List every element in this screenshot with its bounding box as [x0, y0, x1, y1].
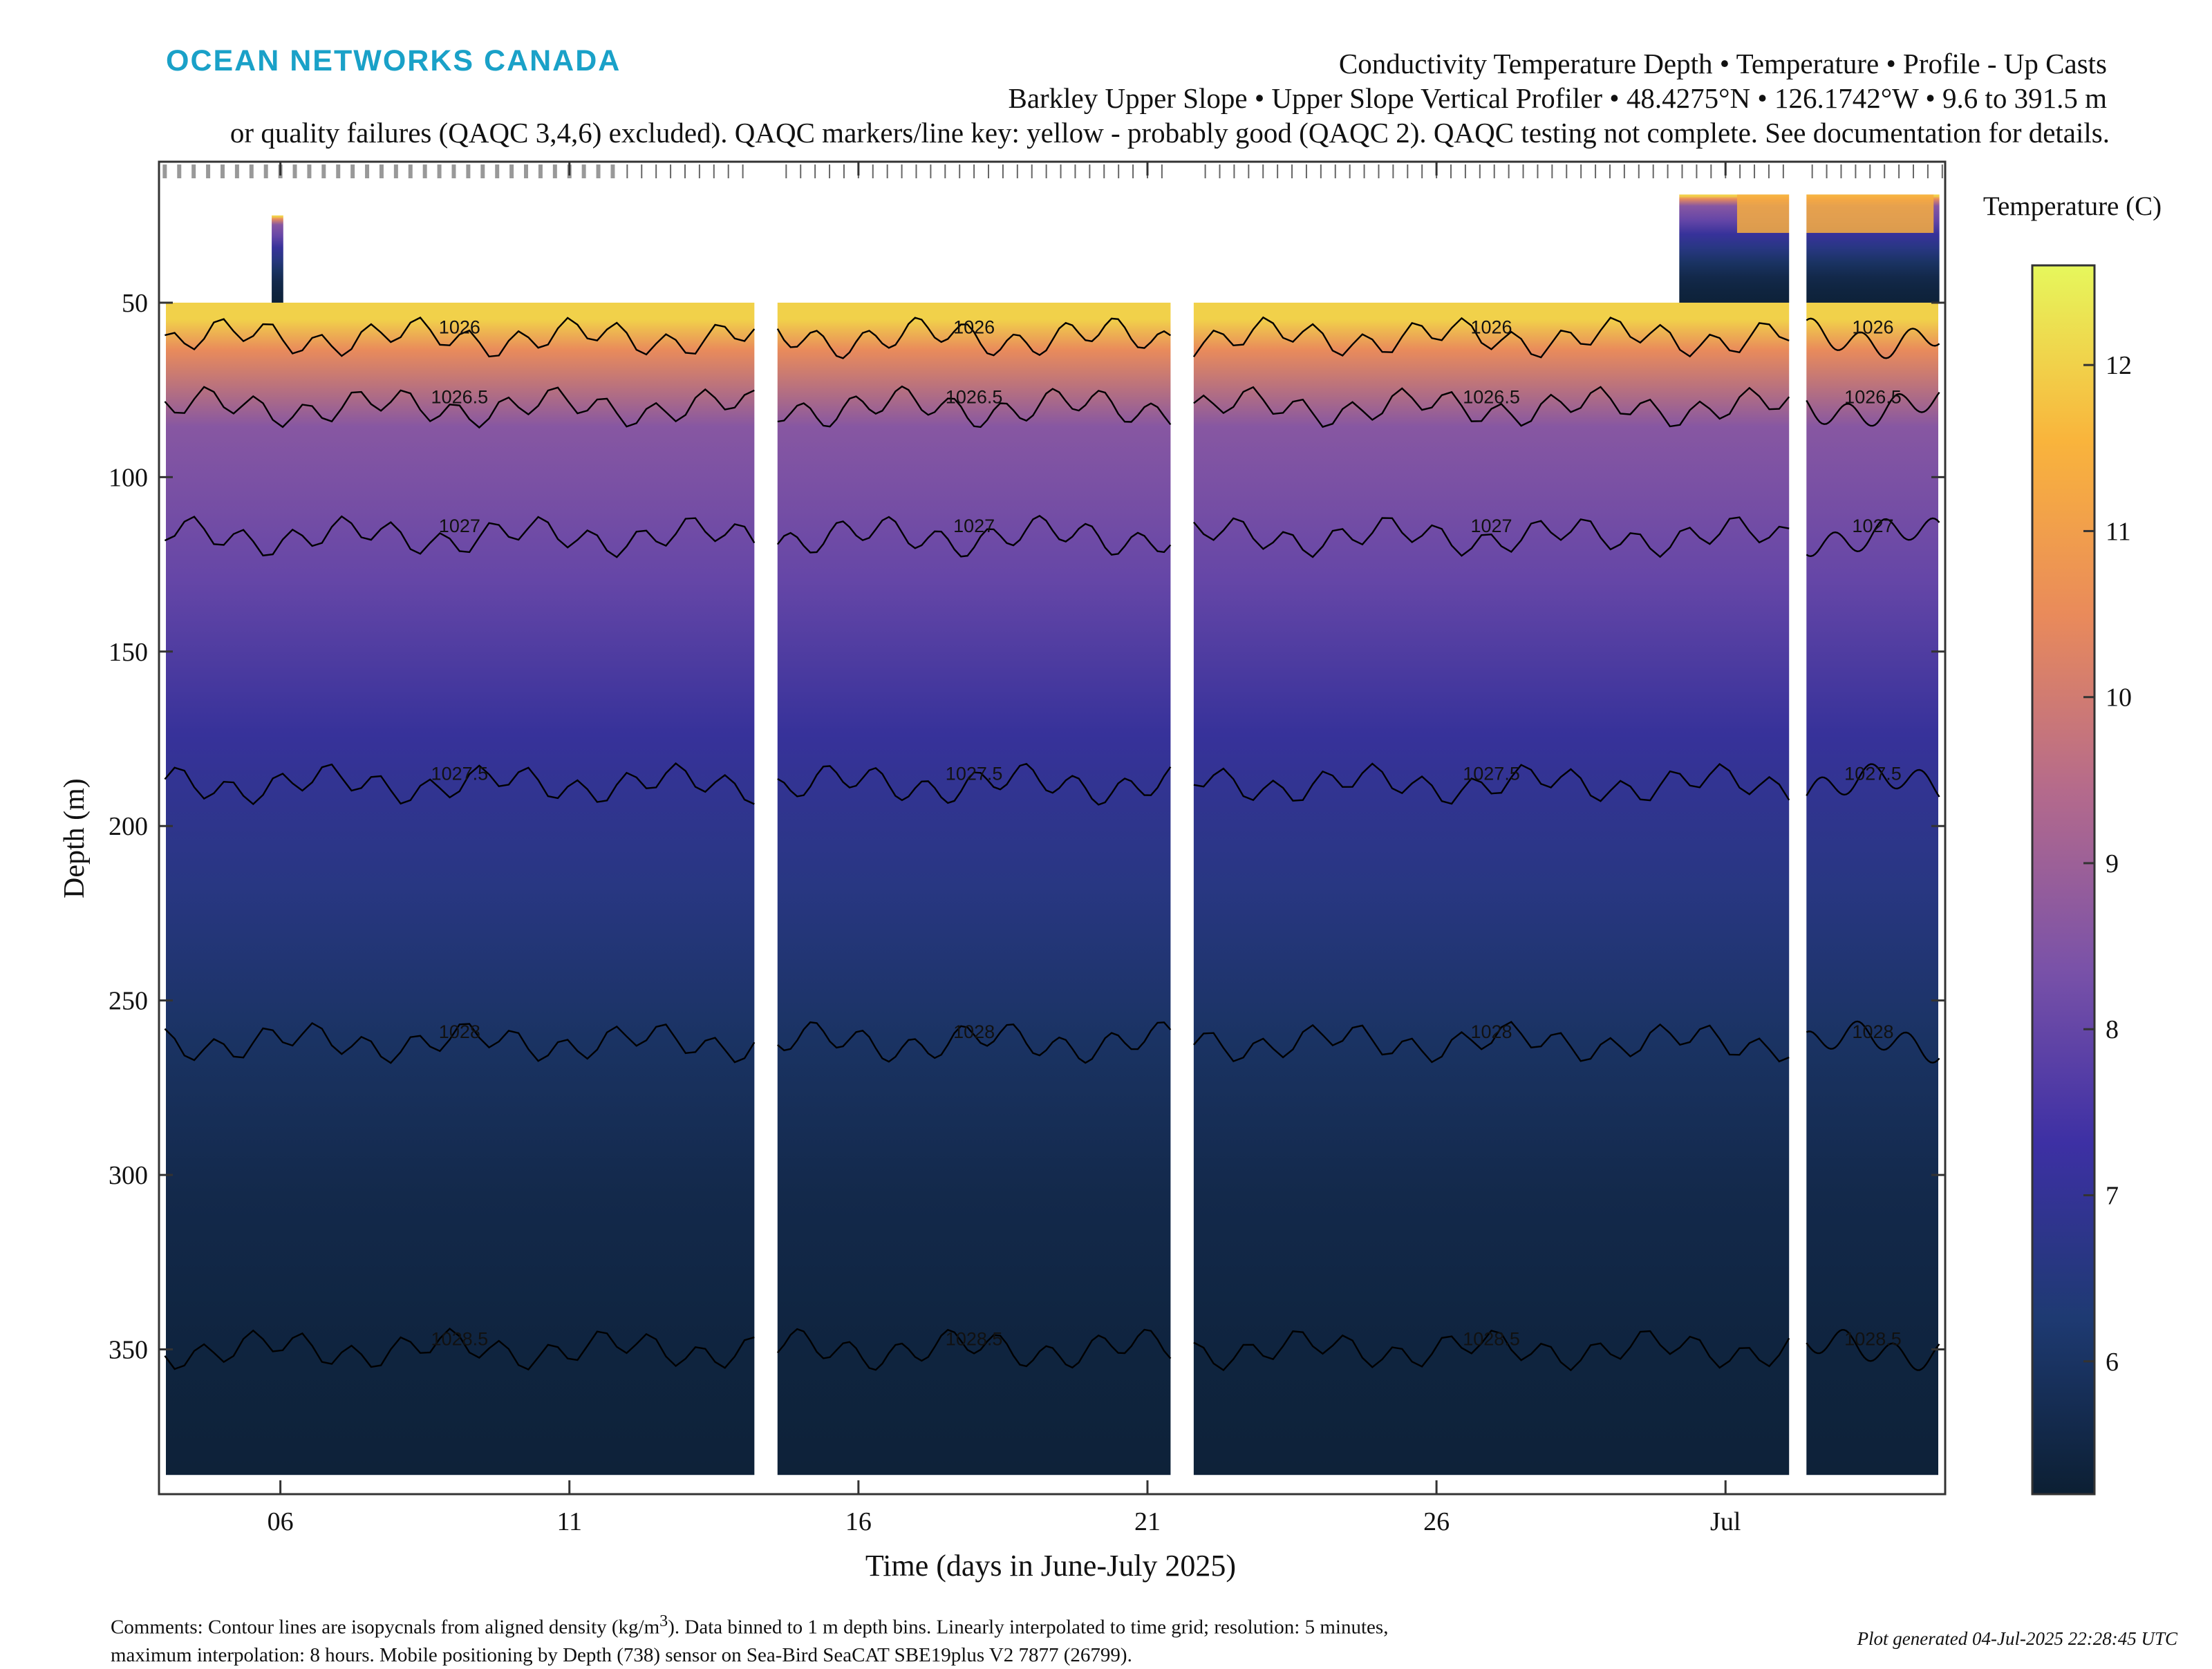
isopycnal-line [776, 514, 1172, 558]
data-gap [754, 162, 778, 1494]
colorbar-tick-label: 10 [2106, 683, 2132, 713]
colorbar-tick-label: 8 [2106, 1015, 2119, 1044]
isopycnal-line [1193, 762, 1790, 805]
isopycnal-line [1806, 317, 1940, 359]
colorbar-tick-label: 9 [2106, 849, 2119, 878]
isopycnal-line [1193, 386, 1790, 428]
temperature-field [166, 302, 1938, 1475]
isopycnal-label: 1028 [1852, 1021, 1893, 1042]
isopycnal-label: 1028 [1471, 1021, 1512, 1042]
colorbar-tick-label: 11 [2106, 517, 2131, 546]
x-tick-label: 11 [556, 1507, 582, 1536]
x-tick-label: 26 [1423, 1507, 1450, 1536]
isopycnal-line [164, 1021, 756, 1064]
comments-line-1: Comments: Contour lines are isopycnals f… [111, 1616, 660, 1639]
isopycnal-label: 1026 [439, 317, 480, 337]
colorbar-ticks: 6 7 8 9 10 11 12 [2083, 351, 2132, 1377]
isopycnal-line [777, 762, 1172, 806]
isopycnal-label: 1027 [953, 516, 995, 536]
data-gap [1170, 162, 1194, 1494]
isopycnal-label: 1027.5 [431, 764, 489, 784]
isopycnal-label: 1027.5 [1463, 764, 1520, 784]
y-tick-label: 300 [109, 1161, 148, 1190]
isopycnal-label: 1026.5 [431, 386, 489, 407]
y-tick-label: 50 [122, 289, 148, 318]
colorbar-tick-label: 12 [2106, 351, 2132, 380]
x-axis: 06 11 16 21 26 Jul [268, 162, 1741, 1536]
y-tick-label: 350 [109, 1335, 148, 1364]
isopycnal-line [1806, 1020, 1940, 1064]
y-tick-label: 250 [109, 987, 148, 1016]
isopycnal-label: 1028.5 [431, 1328, 489, 1349]
isopycnal-label: 1027 [439, 516, 480, 536]
colorbar [2031, 264, 2096, 1496]
y-axis-label: Depth (m) [59, 778, 91, 898]
isopycnal-line [165, 316, 756, 358]
single-profile-spike [272, 215, 283, 303]
isopycnal-label: 1028.5 [1844, 1328, 1902, 1349]
chart-title-line-1: Conductivity Temperature Depth • Tempera… [1338, 48, 2107, 79]
plot-generated-timestamp: Plot generated 04-Jul-2025 22:28:45 UTC [1857, 1628, 2177, 1649]
colorbar-title: Temperature (C) [1983, 191, 2162, 221]
warm-surface-patch [1736, 194, 1934, 233]
isopycnal-line [164, 515, 756, 558]
isopycnal-line [164, 762, 755, 806]
isopycnal-line [164, 1328, 755, 1371]
isopycnal-label: 1027 [1471, 516, 1512, 536]
colorbar-tick-label: 7 [2106, 1182, 2119, 1211]
isopycnal-line [1806, 763, 1940, 798]
isopycnal-label: 1026 [1852, 317, 1893, 337]
plot-frame [158, 160, 1947, 1496]
x-tick-label: 06 [268, 1507, 294, 1536]
comments: Comments: Contour lines are isopycnals f… [111, 1607, 1853, 1669]
isopycnal-contours: 1026 1026 1026 1026 1026.5 1026.5 1026.5 1026.5… [164, 316, 1940, 1372]
isopycnal-line [1192, 1021, 1790, 1064]
isopycnal-label: 1028 [953, 1021, 995, 1042]
x-axis-label: Time (days in June-July 2025) [865, 1549, 1237, 1583]
isopycnal-line [777, 1021, 1172, 1064]
isopycnal-line [1192, 316, 1790, 359]
isopycnal-label: 1027.5 [946, 764, 1003, 784]
isopycnal-label: 1026.5 [946, 386, 1003, 407]
isopycnal-label: 1027 [1852, 516, 1893, 536]
isopycnal-line [777, 385, 1172, 428]
isopycnal-line [1806, 517, 1940, 558]
isopycnal-line [1192, 516, 1790, 558]
ocean-networks-canada-logo: OCEAN NETWORKS CANADA [166, 44, 621, 77]
y-axis: 50 100 150 200 250 300 350 [109, 289, 1945, 1364]
x-tick-label: 21 [1134, 1507, 1161, 1536]
x-tick-label: 16 [845, 1507, 872, 1536]
chart-title-line-3: or quality failures (QAQC 3,4,6) exclude… [229, 117, 2110, 149]
isopycnal-label: 1026.5 [1844, 386, 1902, 407]
isopycnal-label: 1028.5 [1463, 1328, 1520, 1349]
isopycnal-line [776, 317, 1172, 359]
isopycnal-label: 1026.5 [1463, 386, 1520, 407]
isopycnal-line [1193, 1330, 1790, 1372]
comments-line-2: maximum interpolation: 8 hours. Mobile p… [111, 1643, 1132, 1666]
chart-title-line-2: Barkley Upper Slope • Upper Slope Vertic… [1008, 82, 2107, 114]
isopycnal-line [1806, 1329, 1940, 1371]
y-tick-label: 100 [109, 463, 148, 492]
isopycnal-label: 1026 [953, 317, 995, 337]
colorbar-tick-label: 6 [2106, 1348, 2119, 1377]
comments-superscript: 3 [659, 1612, 668, 1630]
isopycnal-line [1806, 392, 1940, 427]
isopycnal-label: 1026 [1471, 317, 1512, 337]
isopycnal-line [164, 386, 755, 429]
x-tick-label: Jul [1710, 1507, 1741, 1536]
y-tick-label: 200 [109, 812, 148, 841]
qaqc-markers [162, 164, 1943, 178]
isopycnal-label: 1027.5 [1844, 764, 1902, 784]
isopycnal-label: 1028 [439, 1021, 480, 1042]
data-gap [1789, 162, 1807, 1494]
isopycnal-label: 1028.5 [946, 1328, 1003, 1349]
heatmap-area [166, 162, 1940, 1494]
y-tick-label: 150 [109, 638, 148, 667]
comments-line-1b: ). Data binned to 1 m depth bins. Linear… [668, 1616, 1389, 1639]
isopycnal-line [776, 1328, 1172, 1371]
